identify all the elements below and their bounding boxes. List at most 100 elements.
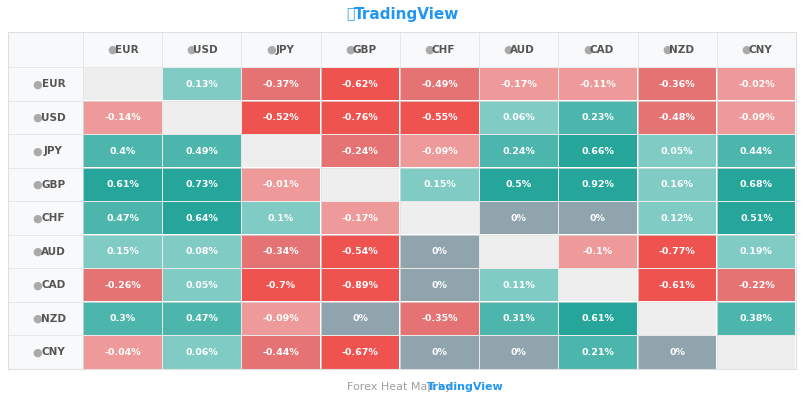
Bar	[400, 168, 478, 201]
Bar	[320, 269, 399, 301]
Bar	[242, 336, 320, 368]
Bar	[242, 303, 320, 335]
Text: 0.4%: 0.4%	[109, 146, 136, 156]
Text: -0.24%: -0.24%	[341, 146, 378, 156]
Text: CAD: CAD	[41, 280, 66, 290]
Bar	[558, 235, 636, 268]
Text: TradingView: TradingView	[426, 382, 503, 392]
Text: ●: ●	[32, 213, 43, 223]
Bar	[242, 68, 320, 100]
Bar	[242, 168, 320, 201]
Bar	[479, 168, 557, 201]
Text: JPY: JPY	[275, 45, 294, 55]
Text: -0.37%: -0.37%	[263, 80, 299, 89]
Text: -0.17%: -0.17%	[499, 80, 536, 89]
Text: 0.51%: 0.51%	[739, 214, 772, 223]
Bar	[400, 303, 478, 335]
Text: -0.76%: -0.76%	[341, 113, 378, 122]
Text: 0.05%: 0.05%	[660, 146, 693, 156]
Text: -0.17%: -0.17%	[341, 214, 378, 223]
Bar	[558, 101, 636, 134]
Text: AUD: AUD	[510, 45, 534, 55]
Text: ●: ●	[32, 113, 43, 123]
Text: 0.23%: 0.23%	[581, 113, 613, 122]
Bar	[716, 101, 794, 134]
Bar	[84, 269, 161, 301]
Bar	[162, 168, 241, 201]
Text: 0.1%: 0.1%	[267, 214, 294, 223]
Text: 0.06%: 0.06%	[502, 113, 534, 122]
Bar	[242, 101, 320, 134]
Bar	[479, 202, 557, 235]
Bar	[716, 336, 794, 368]
Text: CHF: CHF	[431, 45, 454, 55]
Text: -0.77%: -0.77%	[658, 247, 695, 256]
Bar	[558, 135, 636, 168]
Text: -0.1%: -0.1%	[582, 247, 612, 256]
Text: -0.52%: -0.52%	[263, 113, 299, 122]
Text: ●: ●	[32, 314, 43, 324]
Bar	[479, 269, 557, 301]
Bar	[400, 135, 478, 168]
Bar	[716, 135, 794, 168]
Text: Forex Heat Map by: Forex Heat Map by	[347, 382, 454, 392]
Text: -0.62%: -0.62%	[341, 80, 378, 89]
Text: -0.48%: -0.48%	[658, 113, 695, 122]
Text: -0.34%: -0.34%	[263, 247, 299, 256]
Bar	[638, 101, 715, 134]
Bar	[162, 101, 241, 134]
Bar	[8, 168, 83, 201]
Bar	[716, 202, 794, 235]
Bar	[320, 168, 399, 201]
Text: ●: ●	[32, 280, 43, 290]
Bar	[320, 135, 399, 168]
Text: -0.7%: -0.7%	[266, 281, 296, 290]
Text: 0.61%: 0.61%	[581, 314, 613, 323]
Text: -0.89%: -0.89%	[341, 281, 378, 290]
Text: -0.09%: -0.09%	[737, 113, 774, 122]
Bar	[8, 268, 83, 302]
Bar	[242, 269, 320, 301]
Text: 0.92%: 0.92%	[581, 180, 613, 189]
Text: 0.5%: 0.5%	[505, 180, 531, 189]
Bar	[638, 269, 715, 301]
Text: 0.12%: 0.12%	[660, 214, 693, 223]
Bar	[479, 336, 557, 368]
Bar	[162, 135, 241, 168]
Text: 0.15%: 0.15%	[106, 247, 139, 256]
Text: ●: ●	[186, 45, 197, 55]
Text: -0.09%: -0.09%	[421, 146, 457, 156]
Text: -0.14%: -0.14%	[104, 113, 141, 122]
Bar	[8, 135, 83, 168]
Text: -0.09%: -0.09%	[263, 314, 299, 323]
Text: 0.3%: 0.3%	[109, 314, 136, 323]
Bar	[638, 202, 715, 235]
Text: EUR: EUR	[115, 45, 138, 55]
Text: 0.44%: 0.44%	[739, 146, 772, 156]
Text: AUD: AUD	[41, 247, 66, 257]
Bar	[638, 68, 715, 100]
Bar	[716, 269, 794, 301]
Text: EUR: EUR	[42, 79, 65, 89]
Text: -0.04%: -0.04%	[104, 348, 141, 357]
Bar	[242, 235, 320, 268]
Text: GBP: GBP	[41, 180, 65, 190]
Text: 0.16%: 0.16%	[660, 180, 693, 189]
Text: 0.61%: 0.61%	[106, 180, 139, 189]
Text: JPY: JPY	[44, 146, 63, 156]
Text: ●: ●	[108, 45, 117, 55]
Bar	[84, 336, 161, 368]
Bar	[716, 68, 794, 100]
Bar	[558, 68, 636, 100]
Bar	[84, 101, 161, 134]
Bar	[479, 235, 557, 268]
Text: -0.11%: -0.11%	[579, 80, 616, 89]
Text: ●: ●	[344, 45, 355, 55]
Text: 0.11%: 0.11%	[502, 281, 535, 290]
Bar	[558, 336, 636, 368]
Text: 0.38%: 0.38%	[739, 314, 772, 323]
Text: -0.26%: -0.26%	[104, 281, 141, 290]
Text: 0%: 0%	[589, 214, 605, 223]
Text: -0.22%: -0.22%	[737, 281, 774, 290]
Bar	[162, 68, 241, 100]
